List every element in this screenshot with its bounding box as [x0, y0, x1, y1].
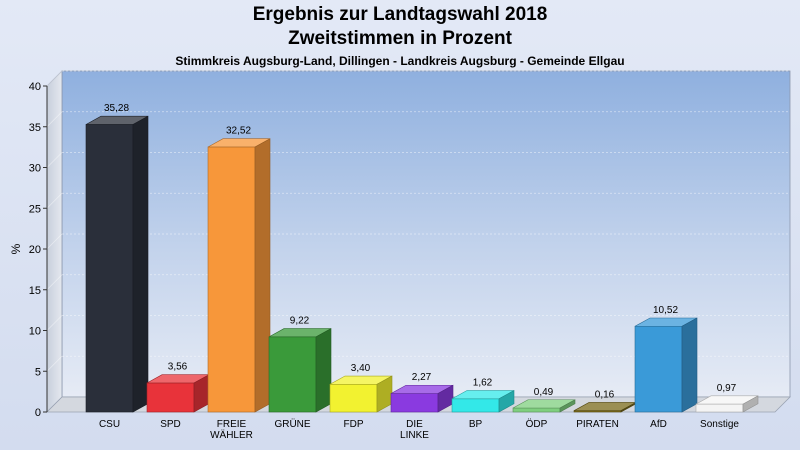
bar: 3,40: [329, 363, 393, 413]
bar-value-label: 35,28: [104, 103, 129, 114]
x-tick-label-line: PIRATEN: [576, 419, 619, 430]
bar-side: [132, 115, 149, 413]
bar-front: [85, 124, 134, 413]
x-tick-label-line: WÄHLER: [210, 429, 253, 441]
x-tick-label-line: AfD: [650, 419, 667, 430]
bar-front: [512, 407, 561, 413]
gridline-side: [46, 233, 63, 250]
y-tick-label: 25: [29, 203, 41, 215]
bar: 9,22: [268, 316, 332, 413]
x-tick-label: Sonstige: [700, 419, 739, 430]
x-tick-label: ÖDP: [526, 418, 548, 430]
bar-value-label: 3,40: [351, 363, 371, 374]
x-tick-label-line: FREIE: [217, 419, 247, 430]
y-tick-label: 35: [29, 122, 41, 134]
y-tick-label: 30: [29, 163, 41, 175]
bar: 10,52: [634, 305, 698, 413]
x-tick-label-line: ÖDP: [526, 418, 548, 430]
x-tick-label: PIRATEN: [576, 419, 619, 430]
bar-front: [268, 336, 317, 413]
bar-side: [681, 317, 698, 413]
x-tick-label-line: Sonstige: [700, 419, 739, 430]
gridline-side: [46, 355, 63, 372]
bar-front: [634, 325, 683, 413]
bar-value-label: 0,49: [534, 387, 554, 398]
bar: 0,97: [695, 383, 759, 413]
bar-front: [390, 393, 439, 413]
y-axis-title: %: [9, 243, 23, 254]
x-tick-label-line: FDP: [344, 419, 364, 430]
bar-side: [559, 399, 576, 413]
x-tick-label: DIE LINKE: [400, 419, 429, 441]
x-tick-label-line: BP: [469, 419, 483, 430]
gridline-side: [46, 192, 63, 209]
bar-side: [742, 395, 759, 413]
y-tick-label: 5: [35, 366, 41, 378]
chart-location: Stimmkreis Augsburg-Land, Dillingen - La…: [175, 54, 625, 68]
x-tick-label: CSU: [99, 419, 120, 430]
x-tick-label: AfD: [650, 419, 667, 430]
bar-front: [146, 382, 195, 413]
x-tick-label: FREIE WÄHLER: [210, 419, 253, 441]
x-tick-label-line: GRÜNE: [274, 418, 310, 430]
bar-value-label: 0,16: [595, 389, 615, 400]
bar: 1,62: [451, 378, 515, 413]
bar: 2,27: [390, 372, 454, 413]
x-tick-label: SPD: [160, 419, 181, 430]
bar-value-label: 9,22: [290, 316, 310, 327]
gridline-side: [46, 274, 63, 291]
x-tick-label-line: SPD: [160, 419, 181, 430]
chart-title: Ergebnis zur Landtagswahl 2018: [252, 4, 548, 25]
x-tick-label: GRÜNE: [274, 418, 310, 430]
x-tick-label-line: CSU: [99, 419, 120, 430]
bar-value-label: 3,56: [168, 362, 188, 373]
chart-subtitle: Zweitstimmen in Prozent: [288, 28, 512, 49]
x-tick-label-line: LINKE: [400, 430, 429, 441]
x-tick-label: BP: [469, 419, 483, 430]
bar-side: [254, 138, 271, 413]
y-tick-label: 40: [29, 81, 41, 93]
bar-value-label: 1,62: [473, 378, 493, 389]
bar-side: [498, 390, 515, 413]
y-tick-label: 20: [29, 244, 41, 256]
gridline-side: [46, 70, 63, 87]
x-tick-label: FDP: [344, 419, 364, 430]
bar: 32,52: [207, 126, 271, 413]
bar: 35,28: [85, 103, 149, 413]
x-tick-label-line: DIE: [406, 419, 423, 430]
bar-value-label: 2,27: [412, 372, 432, 383]
bar-side: [315, 328, 332, 413]
bar: 3,56: [146, 362, 210, 413]
bar-front: [451, 398, 500, 413]
bar-value-label: 32,52: [226, 126, 251, 137]
gridline-side: [46, 152, 63, 168]
gridline-side: [46, 111, 63, 128]
y-tick-label: 0: [35, 407, 41, 419]
bar-value-label: 0,97: [717, 383, 737, 394]
bar-value-label: 10,52: [653, 305, 678, 316]
y-tick-label: 10: [29, 326, 41, 338]
gridline-side: [46, 315, 63, 331]
bar: 0,49: [512, 387, 576, 413]
bar-front: [207, 146, 256, 413]
y-tick-label: 15: [29, 285, 41, 297]
bar-front: [695, 403, 744, 413]
bar-front: [329, 383, 378, 413]
